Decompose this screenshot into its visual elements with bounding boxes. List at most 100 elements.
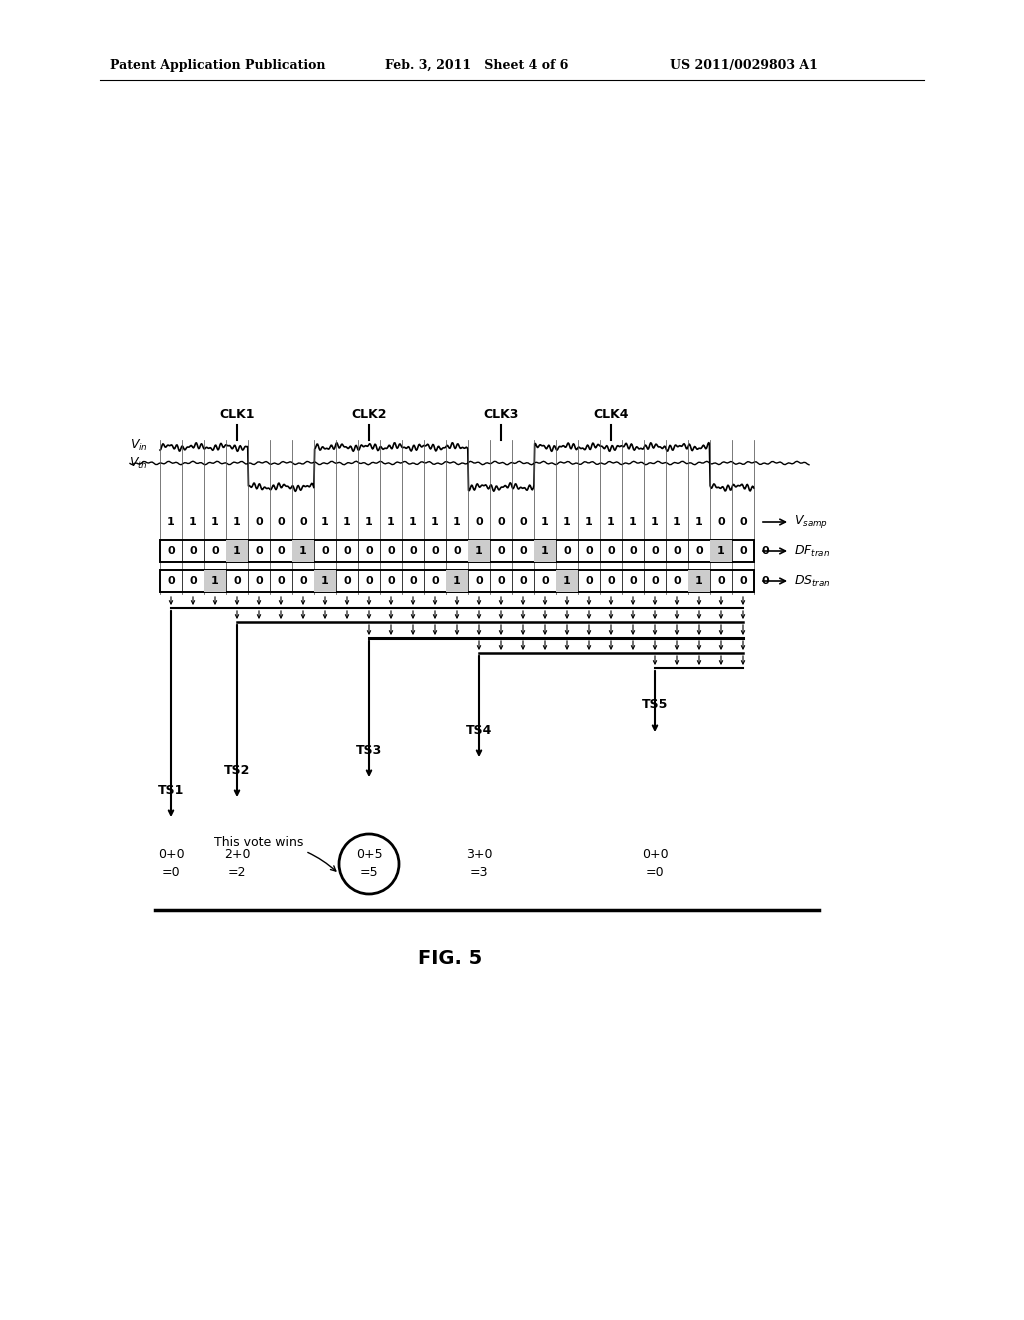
Text: 1: 1 (366, 517, 373, 527)
Text: TS4: TS4 (466, 723, 493, 737)
Text: 0: 0 (366, 576, 373, 586)
Bar (446, 570, 468, 591)
Text: 0: 0 (519, 546, 526, 556)
Bar (204, 570, 226, 591)
Text: 0: 0 (278, 517, 285, 527)
Text: 1: 1 (563, 517, 570, 527)
Text: 0+0: 0+0 (642, 849, 669, 862)
Text: 1: 1 (629, 517, 637, 527)
Text: =3: =3 (470, 866, 488, 879)
Text: 0: 0 (410, 546, 417, 556)
Text: 0: 0 (673, 576, 681, 586)
Text: CLK4: CLK4 (593, 408, 629, 421)
Text: 1: 1 (211, 576, 219, 586)
Text: 1: 1 (322, 576, 329, 586)
Text: 0: 0 (255, 517, 263, 527)
Text: 0: 0 (299, 517, 307, 527)
Text: 0: 0 (255, 576, 263, 586)
Text: 1: 1 (167, 517, 175, 527)
Text: CLK2: CLK2 (351, 408, 387, 421)
Text: 0: 0 (651, 546, 658, 556)
Text: CLK3: CLK3 (483, 408, 519, 421)
Text: 1: 1 (299, 546, 307, 556)
Bar (292, 540, 314, 562)
Bar (710, 540, 732, 562)
Bar (160, 570, 754, 591)
Text: 0: 0 (431, 576, 439, 586)
Text: 0: 0 (519, 517, 526, 527)
Text: 0: 0 (717, 576, 725, 586)
Text: 1: 1 (651, 517, 658, 527)
Text: $DS_{tran}$: $DS_{tran}$ (794, 573, 830, 589)
Bar (314, 570, 336, 591)
Text: 1: 1 (695, 517, 702, 527)
Text: 0: 0 (454, 546, 461, 556)
Text: 0: 0 (343, 546, 351, 556)
Text: 0: 0 (585, 546, 593, 556)
Text: 1: 1 (541, 546, 549, 556)
Text: 0: 0 (343, 576, 351, 586)
Text: 0: 0 (607, 546, 614, 556)
Text: 0: 0 (563, 546, 570, 556)
Text: 0: 0 (278, 576, 285, 586)
Text: 0: 0 (167, 546, 175, 556)
Text: 0: 0 (189, 576, 197, 586)
Text: 0: 0 (607, 576, 614, 586)
Text: 1: 1 (233, 546, 241, 556)
Text: $V_{th}$: $V_{th}$ (129, 455, 148, 470)
Text: US 2011/0029803 A1: US 2011/0029803 A1 (670, 58, 818, 71)
Text: 0: 0 (278, 546, 285, 556)
Text: 0: 0 (739, 546, 746, 556)
Text: $V_{samp}$: $V_{samp}$ (794, 513, 828, 531)
Text: 1: 1 (454, 517, 461, 527)
Text: 0: 0 (761, 576, 769, 586)
Text: $V_{in}$: $V_{in}$ (130, 437, 148, 453)
Text: 1: 1 (431, 517, 439, 527)
Text: 0: 0 (519, 576, 526, 586)
Text: FIG. 5: FIG. 5 (418, 949, 482, 968)
Text: 0: 0 (761, 546, 769, 556)
Text: TS2: TS2 (224, 763, 250, 776)
Text: 0: 0 (739, 576, 746, 586)
Text: 0: 0 (475, 576, 482, 586)
Text: $DF_{tran}$: $DF_{tran}$ (794, 544, 830, 558)
Text: TS1: TS1 (158, 784, 184, 796)
Text: 2+0: 2+0 (224, 849, 250, 862)
Text: 0: 0 (542, 576, 549, 586)
Text: 1: 1 (454, 576, 461, 586)
Text: =2: =2 (227, 866, 246, 879)
Text: 1: 1 (189, 517, 197, 527)
Text: =0: =0 (646, 866, 665, 879)
Text: 1: 1 (607, 517, 614, 527)
Bar (160, 540, 754, 562)
Text: 0: 0 (299, 576, 307, 586)
Text: 0: 0 (673, 546, 681, 556)
Text: 0: 0 (233, 576, 241, 586)
Text: 1: 1 (410, 517, 417, 527)
Text: 0: 0 (410, 576, 417, 586)
Text: 0: 0 (498, 576, 505, 586)
Bar (468, 540, 490, 562)
Text: 0: 0 (498, 546, 505, 556)
Text: 1: 1 (541, 517, 549, 527)
Text: 3+0: 3+0 (466, 849, 493, 862)
Bar (556, 570, 578, 591)
Text: 0: 0 (695, 546, 702, 556)
Text: 0: 0 (717, 517, 725, 527)
Text: Feb. 3, 2011   Sheet 4 of 6: Feb. 3, 2011 Sheet 4 of 6 (385, 58, 568, 71)
Text: TS5: TS5 (642, 698, 669, 711)
Text: 0+0: 0+0 (158, 849, 184, 862)
Text: 0: 0 (387, 576, 395, 586)
Text: Patent Application Publication: Patent Application Publication (110, 58, 326, 71)
Text: 1: 1 (387, 517, 395, 527)
Text: 1: 1 (695, 576, 702, 586)
Text: 0: 0 (189, 546, 197, 556)
Text: 0: 0 (431, 546, 439, 556)
Bar (534, 540, 556, 562)
Text: 0: 0 (211, 546, 219, 556)
Text: 0: 0 (739, 517, 746, 527)
Text: 1: 1 (233, 517, 241, 527)
Text: 0: 0 (651, 576, 658, 586)
Text: 0: 0 (322, 546, 329, 556)
Text: 1: 1 (585, 517, 593, 527)
